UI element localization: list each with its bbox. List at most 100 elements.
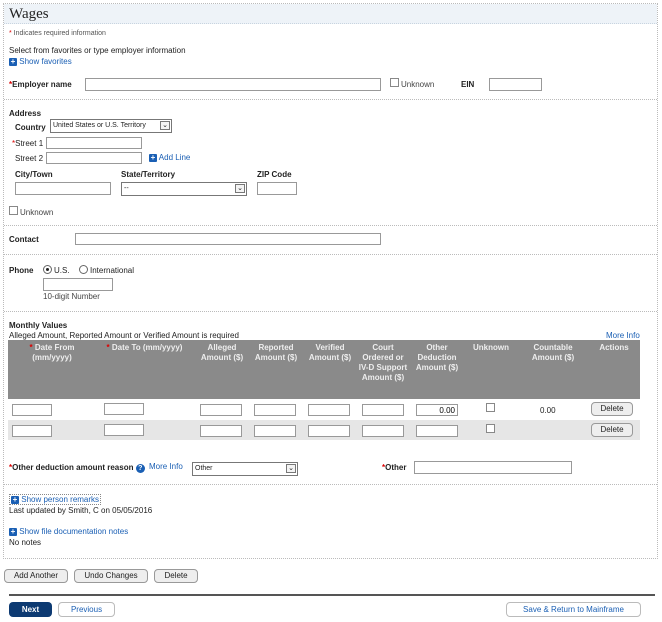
ein-label: EIN [461,80,475,89]
employer-unknown-label: Unknown [401,80,435,89]
show-favorites-label: Show favorites [19,57,72,66]
state-label: State/Territory [121,170,176,179]
phone-international-radio[interactable] [79,265,88,274]
monthly-heading: Monthly Values [9,321,68,330]
other-label: *Other [382,463,407,472]
ein-input[interactable] [489,78,542,91]
address-unknown-label: Unknown [20,208,54,217]
deduction-reason-label: *Other deduction amount reason ? [9,463,145,473]
address-heading: Address [9,109,42,118]
alleged-input[interactable] [200,425,242,437]
delete-button[interactable]: Delete [154,569,198,583]
phone-international-label: International [90,266,135,275]
required-note-text: Indicates required information [13,30,106,37]
col-reported: Reported Amount ($) [254,343,298,362]
country-value: United States or U.S. Territory [53,122,146,129]
street1-input[interactable] [46,137,142,149]
last-updated-text: Last updated by Smith, C on 05/05/2016 [9,506,153,515]
country-label: Country [15,123,46,132]
show-favorites-link[interactable]: + Show favorites [9,57,72,66]
verified-input[interactable] [308,425,350,437]
reported-input[interactable] [254,404,296,416]
show-person-remarks-link[interactable]: + Show person remarks [9,494,102,505]
verified-input[interactable] [308,404,350,416]
other-deduction-input[interactable] [416,404,458,416]
show-file-notes-link[interactable]: + Show file documentation notes [9,527,128,536]
employer-name-text: Employer name [12,80,72,89]
monthly-more-info-link[interactable]: More Info [606,331,640,340]
divider [4,484,657,485]
previous-button[interactable]: Previous [58,602,115,617]
other-deduction-input[interactable] [416,425,458,437]
zip-label: ZIP Code [257,170,292,179]
reported-input[interactable] [254,425,296,437]
col-date-to: * Date To (mm/yyyy) [106,343,183,352]
address-unknown-checkbox[interactable] [9,206,18,215]
col-date-from: * Date From (mm/yyyy) [29,343,75,362]
row-unknown-checkbox[interactable] [486,424,495,433]
deduction-more-info-link[interactable]: More Info [149,462,183,471]
phone-us-radio[interactable] [43,265,52,274]
other-label-text: Other [385,463,407,472]
show-person-remarks-label: Show person remarks [21,495,100,504]
employer-name-label: *Employer name [9,80,72,89]
title-bar [4,4,657,24]
save-return-button[interactable]: Save & Return to Mainframe [506,602,641,617]
zip-input[interactable] [257,182,297,195]
add-line-link[interactable]: + Add Line [149,153,190,162]
street2-label: Street 2 [15,154,44,163]
nav-divider [9,594,655,596]
col-actions: Actions [599,343,629,352]
help-icon[interactable]: ? [135,464,145,473]
col-date-from-text: Date From (mm/yyyy) [32,343,75,362]
contact-label: Contact [9,235,39,244]
col-court-ordered: Court Ordered or IV-D Support Amount ($) [358,343,408,382]
next-button[interactable]: Next [9,602,52,617]
favorites-intro: Select from favorites or type employer i… [9,46,186,55]
alleged-input[interactable] [200,404,242,416]
plus-icon: + [149,152,157,162]
date-to-input[interactable] [104,424,144,436]
date-from-input[interactable] [12,425,52,437]
street1-label: *Street 1 [12,139,44,148]
col-date-to-text: Date To (mm/yyyy) [111,343,183,352]
court-ordered-input[interactable] [362,425,404,437]
employer-unknown-checkbox[interactable] [390,78,399,87]
phone-hint: 10-digit Number [43,292,100,301]
required-note: * Indicates required information [9,30,106,37]
contact-input[interactable] [75,233,381,245]
row-delete-button[interactable]: Delete [591,423,633,437]
state-value: -- [124,185,129,192]
col-verified: Verified Amount ($) [308,343,352,362]
employer-name-input[interactable] [85,78,381,91]
undo-changes-button[interactable]: Undo Changes [74,569,148,583]
monthly-note: Alleged Amount, Reported Amount or Verif… [9,331,239,340]
divider [4,225,657,226]
add-another-button[interactable]: Add Another [4,569,68,583]
date-to-input[interactable] [104,403,144,415]
row-unknown-checkbox[interactable] [486,403,495,412]
date-from-input[interactable] [12,404,52,416]
other-reason-input[interactable] [414,461,572,474]
phone-label: Phone [9,266,34,275]
court-ordered-input[interactable] [362,404,404,416]
divider [4,311,657,312]
countable-amount: 0.00 [540,406,556,415]
divider [4,254,657,255]
city-input[interactable] [15,182,111,195]
page-title: Wages [9,6,49,22]
street2-input[interactable] [46,152,142,164]
plus-icon: + [11,494,19,504]
phone-input[interactable] [43,278,113,291]
deduction-reason-select[interactable]: Other ⌄ [192,462,298,476]
show-file-notes-label: Show file documentation notes [19,527,129,536]
monthly-table-header [8,340,640,399]
state-select[interactable]: -- ⌄ [121,182,247,196]
plus-icon: + [9,56,17,66]
country-select[interactable]: United States or U.S. Territory ⌄ [50,119,172,133]
deduction-reason-value: Other [195,465,213,472]
row-delete-button[interactable]: Delete [591,402,633,416]
chevron-down-icon: ⌄ [160,121,170,130]
col-unknown: Unknown [473,343,509,352]
col-alleged: Alleged Amount ($) [200,343,244,362]
